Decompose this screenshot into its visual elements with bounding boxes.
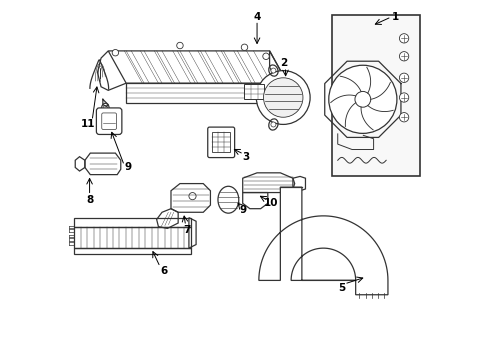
Circle shape xyxy=(399,93,408,102)
Circle shape xyxy=(354,91,370,107)
Circle shape xyxy=(263,78,303,117)
Circle shape xyxy=(270,68,275,73)
Text: 6: 6 xyxy=(160,266,167,276)
Polygon shape xyxy=(258,187,387,295)
Circle shape xyxy=(270,122,275,127)
Text: 10: 10 xyxy=(263,198,277,208)
Text: 3: 3 xyxy=(242,152,249,162)
Circle shape xyxy=(399,73,408,82)
Circle shape xyxy=(399,51,408,61)
Circle shape xyxy=(256,71,309,125)
Bar xyxy=(212,132,229,152)
Circle shape xyxy=(399,34,408,43)
FancyBboxPatch shape xyxy=(102,113,116,130)
Circle shape xyxy=(176,42,183,49)
Circle shape xyxy=(262,53,269,59)
Bar xyxy=(332,15,419,176)
Circle shape xyxy=(112,49,119,56)
Text: 8: 8 xyxy=(86,195,93,205)
Circle shape xyxy=(399,113,408,122)
Text: 11: 11 xyxy=(81,120,95,129)
Circle shape xyxy=(241,44,247,50)
Text: 7: 7 xyxy=(183,225,190,235)
Circle shape xyxy=(328,65,396,134)
Text: 9: 9 xyxy=(124,162,131,172)
Text: 4: 4 xyxy=(253,12,260,22)
Bar xyxy=(244,84,264,99)
Text: 9: 9 xyxy=(239,206,246,216)
Text: 1: 1 xyxy=(391,12,398,22)
Text: 5: 5 xyxy=(337,283,344,293)
Text: 2: 2 xyxy=(280,58,287,68)
FancyBboxPatch shape xyxy=(96,108,122,134)
FancyBboxPatch shape xyxy=(207,127,234,158)
